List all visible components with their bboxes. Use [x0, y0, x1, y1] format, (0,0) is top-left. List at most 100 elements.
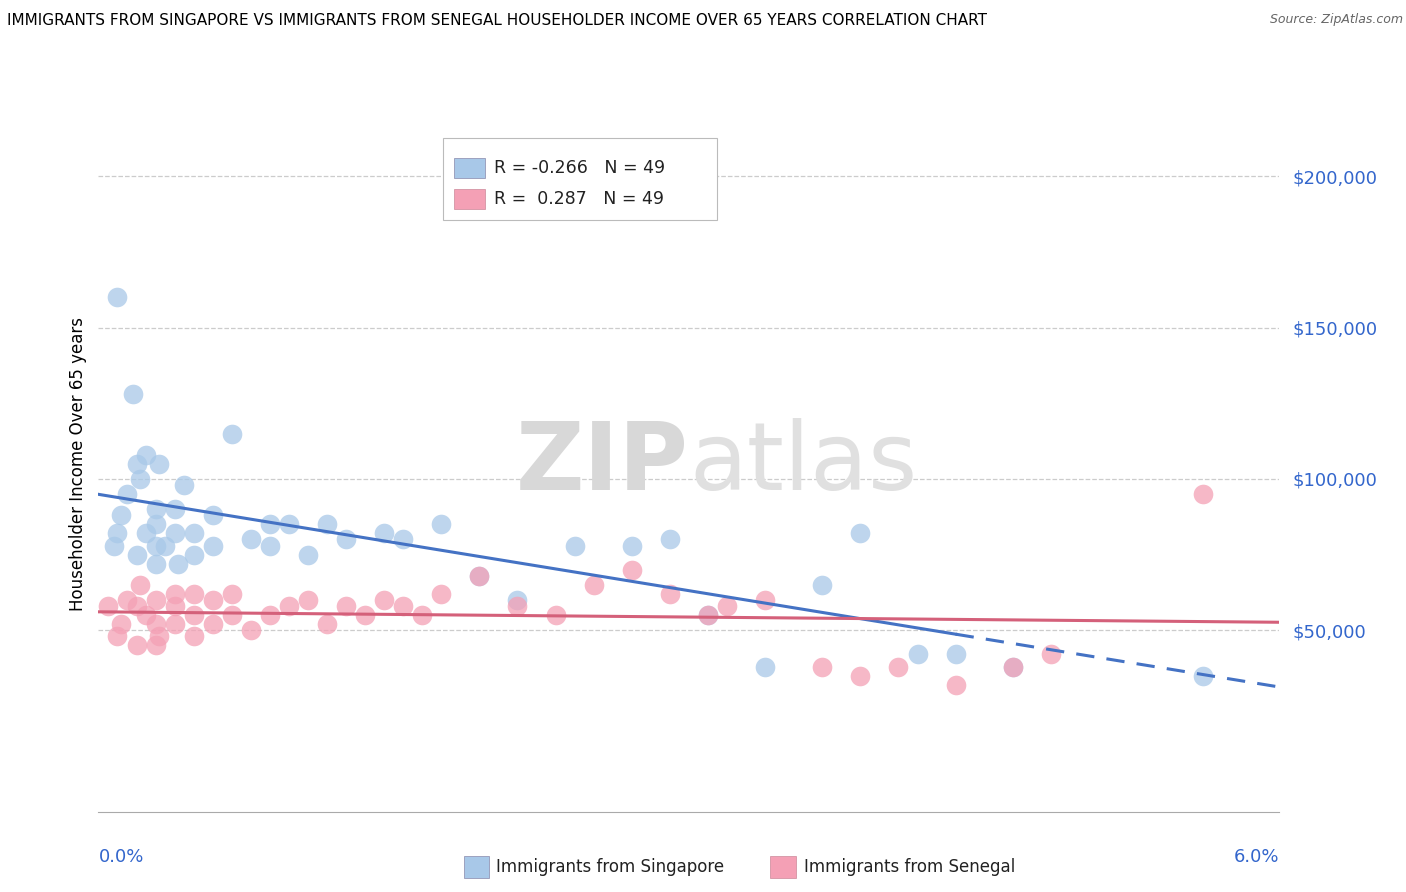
- Point: [335, 599, 357, 613]
- Text: ZIP: ZIP: [516, 417, 689, 510]
- Point: [221, 608, 243, 623]
- Point: [506, 599, 529, 613]
- Point: [129, 472, 152, 486]
- Point: [316, 617, 339, 632]
- Point: [392, 533, 415, 547]
- Point: [148, 629, 170, 643]
- Point: [107, 526, 129, 541]
- Point: [145, 502, 167, 516]
- Point: [373, 526, 395, 541]
- Point: [97, 599, 120, 613]
- Point: [125, 638, 148, 652]
- Point: [697, 608, 720, 623]
- Point: [259, 539, 281, 553]
- Point: [201, 508, 224, 523]
- Point: [582, 578, 605, 592]
- Text: R = -0.266   N = 49: R = -0.266 N = 49: [494, 159, 665, 177]
- Point: [125, 457, 148, 471]
- Point: [201, 593, 224, 607]
- Point: [1192, 487, 1215, 501]
- Point: [277, 599, 299, 613]
- Point: [107, 290, 129, 304]
- Point: [716, 599, 738, 613]
- Point: [239, 533, 262, 547]
- Point: [163, 587, 186, 601]
- Point: [564, 539, 586, 553]
- Point: [1192, 668, 1215, 682]
- Point: [221, 587, 243, 601]
- Point: [335, 533, 357, 547]
- Point: [163, 617, 186, 632]
- Point: [754, 659, 776, 673]
- Point: [277, 517, 299, 532]
- Point: [945, 648, 967, 662]
- Point: [506, 593, 529, 607]
- Text: R =  0.287   N = 49: R = 0.287 N = 49: [494, 190, 664, 208]
- Point: [411, 608, 433, 623]
- Point: [297, 593, 319, 607]
- Point: [259, 517, 281, 532]
- Point: [945, 678, 967, 692]
- Point: [125, 599, 148, 613]
- Point: [221, 426, 243, 441]
- Point: [163, 526, 186, 541]
- Point: [135, 608, 157, 623]
- Point: [373, 593, 395, 607]
- Point: [201, 539, 224, 553]
- Point: [163, 599, 186, 613]
- Point: [1039, 648, 1062, 662]
- Point: [811, 578, 834, 592]
- Point: [259, 608, 281, 623]
- Point: [110, 617, 132, 632]
- Point: [135, 526, 157, 541]
- Point: [849, 668, 872, 682]
- Text: IMMIGRANTS FROM SINGAPORE VS IMMIGRANTS FROM SENEGAL HOUSEHOLDER INCOME OVER 65 : IMMIGRANTS FROM SINGAPORE VS IMMIGRANTS …: [7, 13, 987, 29]
- Point: [849, 526, 872, 541]
- Text: Immigrants from Singapore: Immigrants from Singapore: [496, 858, 724, 876]
- Point: [887, 659, 910, 673]
- Text: atlas: atlas: [689, 417, 917, 510]
- Point: [620, 539, 643, 553]
- Point: [697, 608, 720, 623]
- Point: [129, 578, 152, 592]
- Point: [754, 593, 776, 607]
- Point: [620, 563, 643, 577]
- Point: [115, 593, 138, 607]
- Point: [121, 387, 143, 401]
- Point: [239, 624, 262, 638]
- Point: [201, 617, 224, 632]
- Point: [468, 568, 491, 582]
- Point: [1001, 659, 1024, 673]
- Point: [297, 548, 319, 562]
- Point: [163, 502, 186, 516]
- Point: [811, 659, 834, 673]
- Point: [1001, 659, 1024, 673]
- Point: [658, 587, 681, 601]
- Y-axis label: Householder Income Over 65 years: Householder Income Over 65 years: [69, 317, 87, 611]
- Text: 6.0%: 6.0%: [1234, 848, 1279, 866]
- Text: Source: ZipAtlas.com: Source: ZipAtlas.com: [1270, 13, 1403, 27]
- Point: [183, 548, 205, 562]
- Point: [544, 608, 567, 623]
- Point: [107, 629, 129, 643]
- Point: [183, 629, 205, 643]
- Point: [145, 617, 167, 632]
- Point: [103, 539, 125, 553]
- Point: [125, 548, 148, 562]
- Point: [145, 557, 167, 571]
- Point: [183, 526, 205, 541]
- Point: [907, 648, 929, 662]
- Point: [183, 587, 205, 601]
- Point: [148, 457, 170, 471]
- Point: [183, 608, 205, 623]
- Point: [145, 638, 167, 652]
- Point: [658, 533, 681, 547]
- Point: [173, 478, 195, 492]
- Text: Immigrants from Senegal: Immigrants from Senegal: [804, 858, 1015, 876]
- Point: [115, 487, 138, 501]
- Point: [153, 539, 176, 553]
- Point: [145, 593, 167, 607]
- Point: [316, 517, 339, 532]
- Point: [354, 608, 377, 623]
- Point: [145, 539, 167, 553]
